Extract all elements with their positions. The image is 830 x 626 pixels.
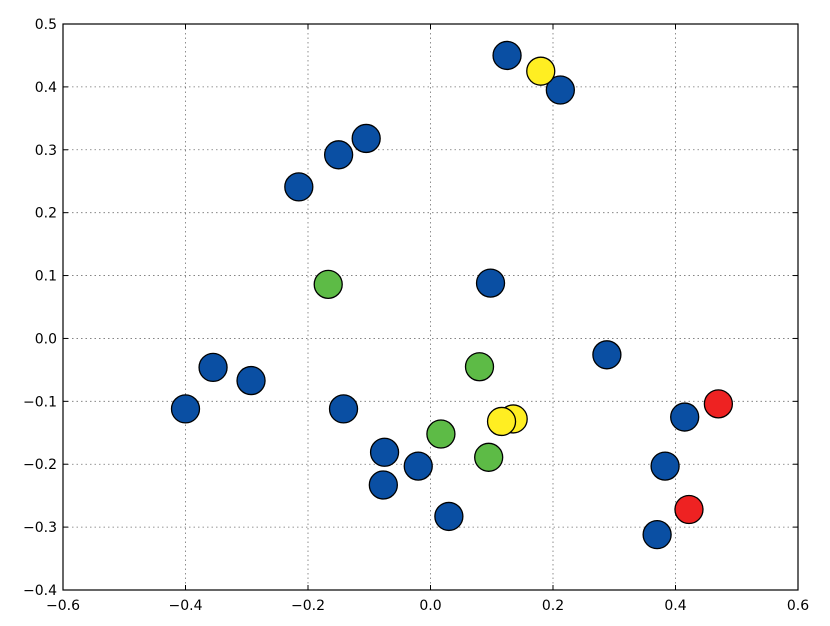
red-data-point bbox=[674, 494, 704, 525]
data-points bbox=[170, 40, 734, 550]
x-tick-label: −0.2 bbox=[291, 598, 325, 614]
blue-data-point bbox=[369, 437, 400, 467]
x-axis: −0.6 −0.4 −0.2 0.0 0.2 0.4 0.6 bbox=[46, 24, 809, 614]
y-tick-label: −0.2 bbox=[23, 457, 57, 473]
x-tick-label: 0.0 bbox=[419, 598, 441, 614]
y-tick-label: 0.5 bbox=[35, 17, 57, 33]
y-tick-label: −0.1 bbox=[23, 394, 57, 410]
blue-data-point bbox=[650, 451, 680, 481]
yellow-data-point bbox=[526, 56, 556, 86]
blue-data-point bbox=[323, 140, 354, 170]
yellow-data-point bbox=[486, 406, 517, 437]
blue-data-point bbox=[170, 394, 201, 424]
red-data-point bbox=[703, 389, 734, 419]
blue-data-point bbox=[284, 172, 314, 202]
y-tick-label: 0.4 bbox=[35, 80, 57, 96]
blue-data-point bbox=[545, 75, 575, 105]
blue-data-point bbox=[328, 394, 359, 424]
green-data-point bbox=[464, 352, 495, 382]
x-tick-label: 0.6 bbox=[787, 598, 809, 614]
y-tick-label: 0.3 bbox=[35, 143, 57, 159]
blue-data-point bbox=[670, 402, 700, 432]
blue-data-point bbox=[198, 352, 228, 383]
green-data-point bbox=[426, 419, 456, 449]
y-tick-label: 0.0 bbox=[35, 331, 57, 347]
blue-data-point bbox=[642, 520, 672, 550]
x-tick-label: −0.4 bbox=[169, 598, 203, 614]
y-tick-label: 0.1 bbox=[35, 269, 57, 285]
blue-data-point bbox=[475, 268, 506, 298]
blue-data-point bbox=[492, 40, 522, 71]
blue-data-point bbox=[434, 501, 464, 532]
blue-data-point bbox=[403, 451, 433, 481]
x-tick-label: 0.4 bbox=[664, 598, 686, 614]
y-tick-label: 0.2 bbox=[35, 206, 57, 222]
y-tick-label: −0.3 bbox=[23, 520, 57, 536]
green-data-point bbox=[474, 442, 504, 472]
blue-data-point bbox=[236, 365, 266, 396]
blue-data-point bbox=[351, 123, 381, 154]
blue-data-point bbox=[592, 340, 622, 370]
x-tick-label: −0.6 bbox=[46, 598, 80, 614]
green-data-point bbox=[313, 269, 343, 300]
x-tick-label: 0.2 bbox=[542, 598, 564, 614]
y-axis: −0.4 −0.3 −0.2 −0.1 0.0 0.1 0.2 0.3 0.4 0.5 bbox=[23, 17, 798, 599]
y-tick-label: −0.4 bbox=[23, 583, 57, 599]
blue-data-point bbox=[368, 470, 398, 500]
